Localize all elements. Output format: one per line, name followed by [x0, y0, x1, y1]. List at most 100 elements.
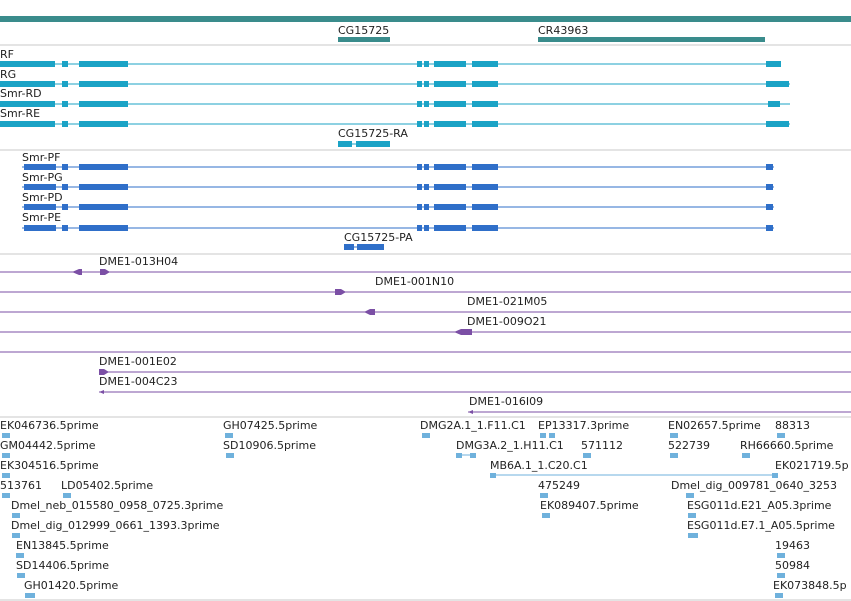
est-feature[interactable] — [16, 553, 24, 558]
exon — [472, 225, 498, 231]
transcript-row[interactable]: CG15725-RA — [338, 127, 408, 147]
est-feature[interactable] — [225, 433, 233, 438]
exon — [417, 61, 422, 67]
exon — [434, 184, 466, 190]
est-track: EK046736.5prime GH07425.5prime DMG2A.1_1… — [0, 419, 851, 601]
est-label: EK304516.5prime — [0, 459, 99, 472]
transcript-label: Smr-RE — [0, 107, 40, 120]
transcript-label: CG15725-PA — [344, 231, 413, 244]
est-label: DMG3A.2_1.H11.C1 — [456, 439, 564, 452]
est-feature[interactable] — [12, 513, 20, 518]
transcript-label: Smr-PF — [22, 151, 60, 164]
gene-span-bar[interactable] — [0, 16, 851, 22]
exon — [424, 61, 429, 67]
transcript-row[interactable]: RF — [0, 48, 781, 67]
transcript-label: Smr-PG — [22, 171, 63, 184]
est-feature[interactable] — [686, 493, 694, 498]
exon — [62, 61, 68, 67]
gene-label: CR43963 — [538, 24, 588, 37]
exon — [62, 121, 68, 127]
clone-end-marker — [99, 369, 109, 375]
clone-row[interactable]: DME1-004C23 — [99, 375, 851, 394]
est-feature[interactable] — [2, 433, 10, 438]
est-feature[interactable] — [777, 553, 785, 558]
clone-row[interactable]: DME1-009O21 — [0, 315, 851, 335]
est-feature[interactable] — [688, 533, 698, 538]
est-feature[interactable] — [456, 453, 462, 458]
est-feature[interactable] — [2, 493, 10, 498]
exon — [62, 164, 68, 170]
est-feature[interactable] — [772, 473, 778, 478]
transcript-label: RG — [0, 68, 16, 81]
est-feature[interactable] — [470, 453, 476, 458]
exon — [356, 141, 390, 147]
est-label: ESG011d.E7.1_A05.5prime — [687, 519, 835, 532]
clone-label: DME1-013H04 — [99, 255, 178, 268]
exon — [434, 225, 466, 231]
transcript-row[interactable]: Smr-RD — [0, 87, 790, 107]
transcript-row[interactable]: Smr-PE — [22, 211, 774, 231]
est-feature[interactable] — [670, 453, 678, 458]
exon — [344, 244, 354, 250]
gene-feature[interactable] — [338, 37, 390, 42]
est-feature[interactable] — [422, 433, 430, 438]
est-label: 19463 — [775, 539, 810, 552]
clone-row[interactable]: DME1-016I09 — [468, 395, 851, 414]
est-feature[interactable] — [226, 453, 234, 458]
clone-label: DME1-004C23 — [99, 375, 178, 388]
exon — [434, 101, 466, 107]
clone-label: DME1-001E02 — [99, 355, 177, 368]
est-feature[interactable] — [2, 453, 10, 458]
est-label: EK046736.5prime — [0, 419, 99, 432]
est-feature[interactable] — [12, 533, 20, 538]
gene-feature[interactable] — [538, 37, 765, 42]
transcript-row[interactable]: Smr-PD — [22, 191, 774, 210]
exon — [0, 61, 55, 67]
est-feature[interactable] — [540, 433, 546, 438]
transcript-row[interactable]: Smr-PG — [22, 171, 774, 190]
clone-row[interactable]: DME1-013H04 — [0, 255, 851, 275]
exon — [62, 225, 68, 231]
est-feature[interactable] — [490, 473, 496, 478]
est-feature[interactable] — [2, 473, 10, 478]
est-feature[interactable] — [742, 453, 750, 458]
exon — [766, 81, 789, 87]
transcript-row[interactable]: Smr-PF — [22, 151, 774, 170]
est-label: GH01420.5prime — [24, 579, 119, 592]
est-feature[interactable] — [542, 513, 550, 518]
exon — [434, 81, 466, 87]
transcript-row[interactable]: CG15725-PA — [344, 231, 413, 250]
est-feature[interactable] — [777, 433, 785, 438]
exon — [62, 204, 68, 210]
est-feature[interactable] — [540, 493, 548, 498]
est-label: 50984 — [775, 559, 810, 572]
est-label: GM04442.5prime — [0, 439, 96, 452]
clone-row[interactable]: DME1-001N10 — [0, 275, 851, 295]
exon — [472, 121, 498, 127]
exon — [0, 81, 55, 87]
est-feature[interactable] — [63, 493, 71, 498]
clone-label: DME1-016I09 — [469, 395, 543, 408]
est-feature[interactable] — [775, 593, 783, 598]
est-feature[interactable] — [25, 593, 35, 598]
exon — [434, 204, 466, 210]
est-feature[interactable] — [583, 453, 591, 458]
transcript-row[interactable]: RG — [0, 68, 790, 87]
exon — [417, 121, 422, 127]
clone-track: DME1-013H04 DME1-001N10 DME1-021M05 DME1… — [0, 255, 851, 418]
clone-row[interactable]: DME1-021M05 — [0, 295, 851, 315]
est-feature[interactable] — [670, 433, 678, 438]
est-feature[interactable] — [777, 573, 785, 578]
transcript-row[interactable]: Smr-RE — [0, 107, 790, 127]
clone-row[interactable]: DME1-001E02 — [99, 355, 851, 375]
est-label: EN13845.5prime — [16, 539, 109, 552]
est-feature[interactable] — [549, 433, 555, 438]
est-label: 475249 — [538, 479, 580, 492]
est-label: EK089407.5prime — [540, 499, 639, 512]
est-label: LD05402.5prime — [61, 479, 153, 492]
exon — [417, 225, 422, 231]
est-feature[interactable] — [688, 513, 696, 518]
est-feature[interactable] — [17, 573, 25, 578]
exon — [79, 225, 128, 231]
